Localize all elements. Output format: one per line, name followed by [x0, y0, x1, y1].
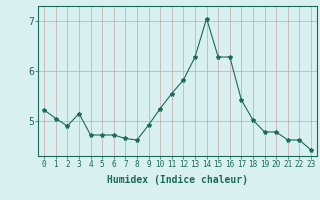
X-axis label: Humidex (Indice chaleur): Humidex (Indice chaleur) [107, 175, 248, 185]
